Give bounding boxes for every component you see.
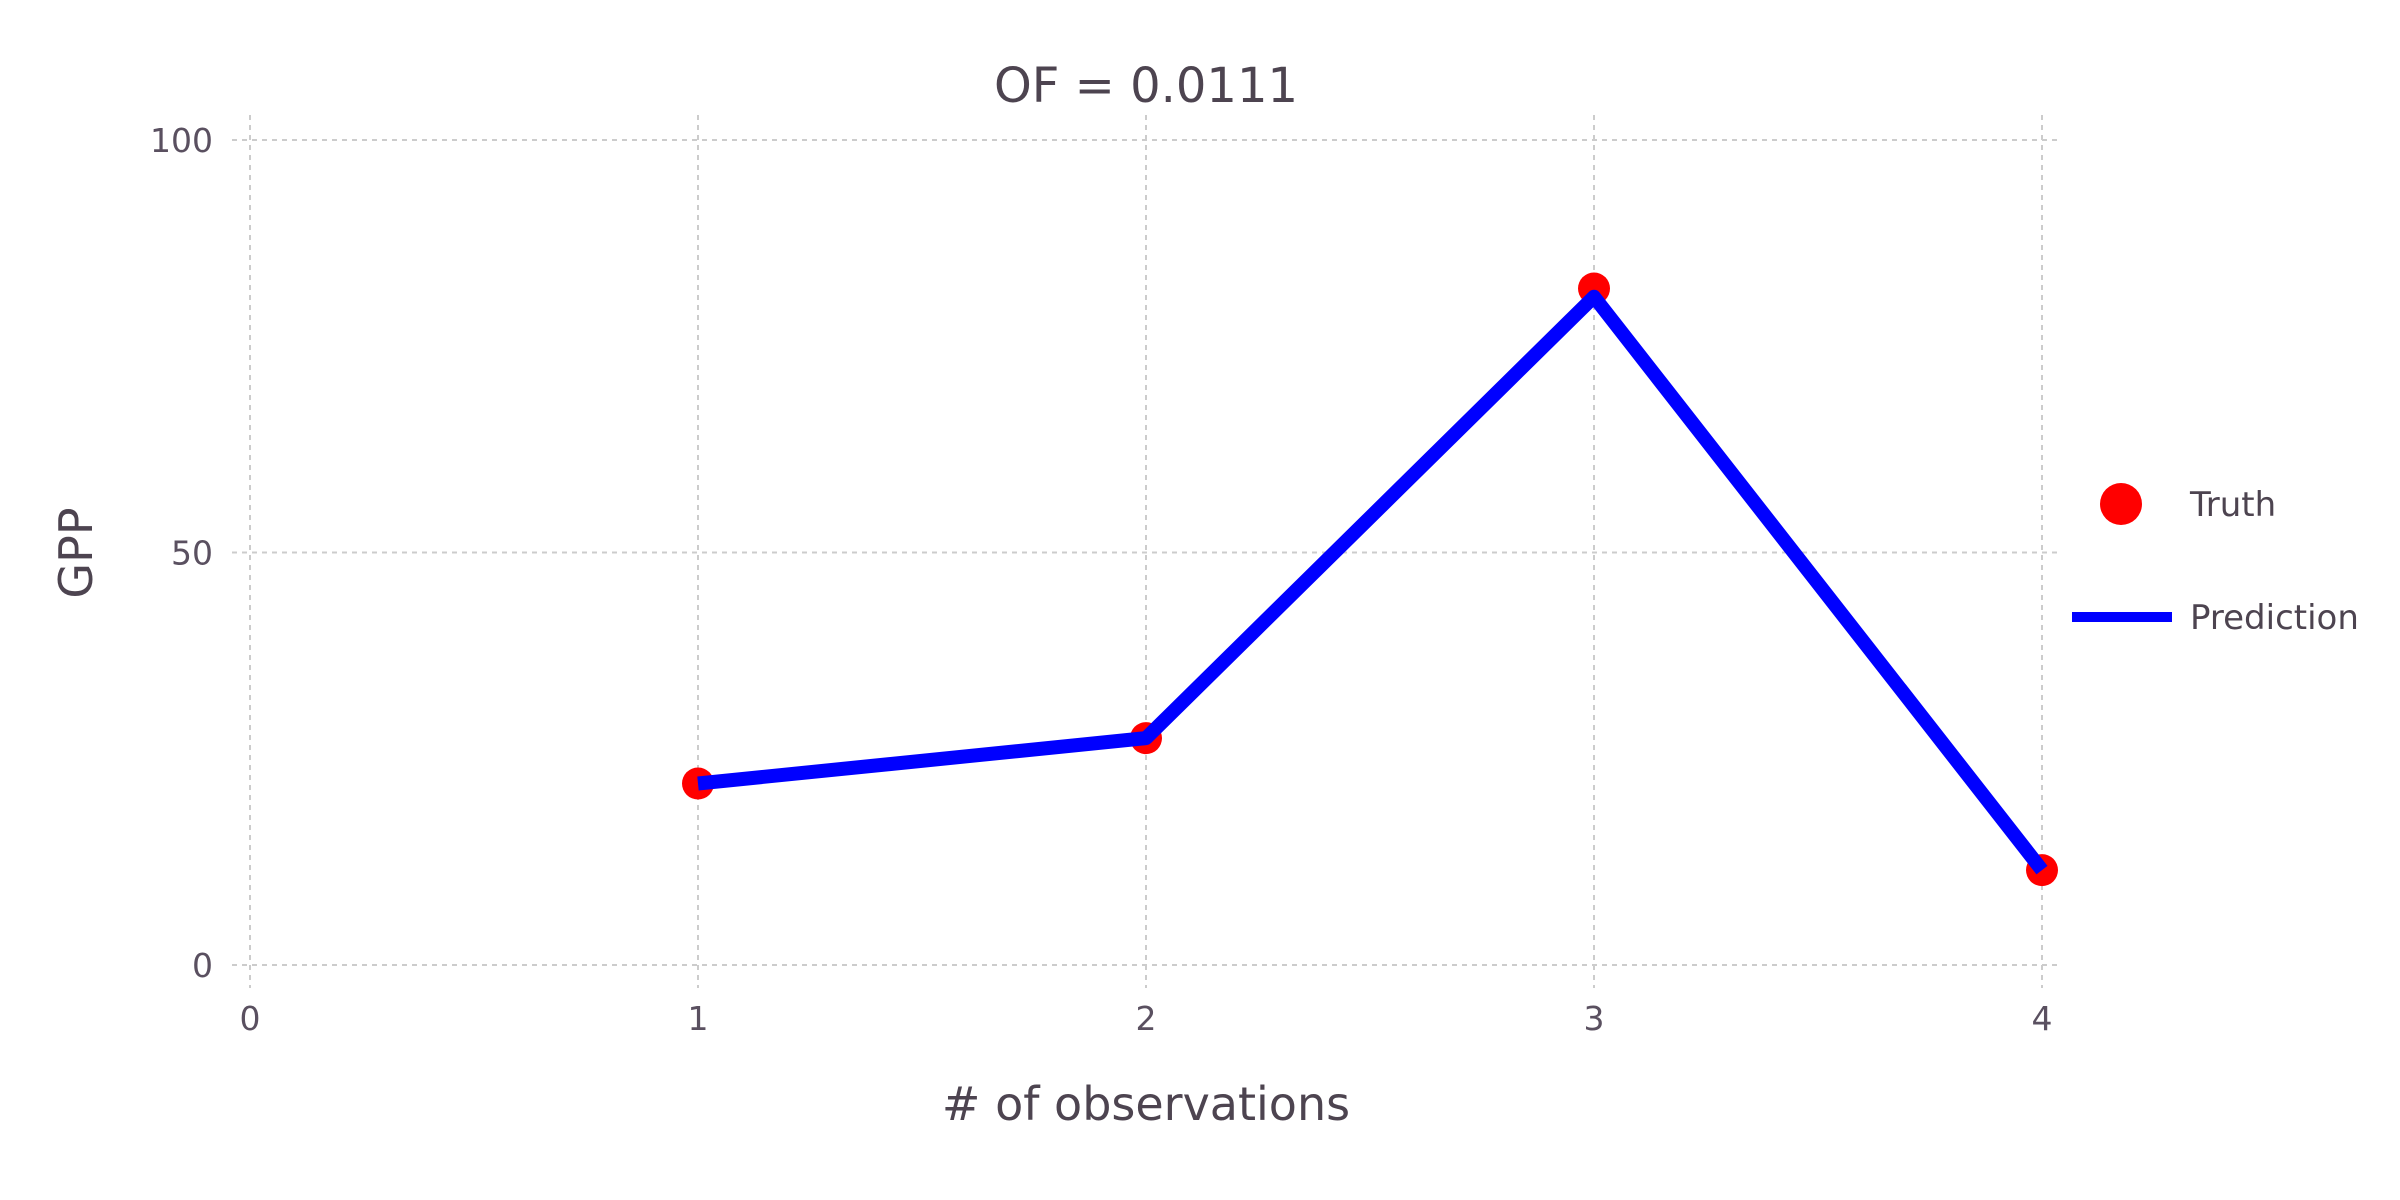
y-tick-label-1: 50	[171, 534, 213, 573]
legend-truth-marker	[2100, 483, 2142, 525]
x-tick-label-2: 2	[1136, 999, 1157, 1038]
legend: Truth Prediction	[2072, 483, 2359, 638]
x-tick-label-4: 4	[2032, 999, 2053, 1038]
x-tick-label-0: 0	[240, 999, 261, 1038]
x-tick-label-1: 1	[688, 999, 709, 1038]
series-layer	[682, 272, 2058, 887]
x-tick-labels: 0 1 2 3 4	[240, 999, 2053, 1038]
chart-title: OF = 0.0111	[994, 58, 1298, 114]
legend-prediction-label: Prediction	[2190, 598, 2359, 638]
y-tick-label-0: 0	[192, 946, 213, 985]
x-axis-title: # of observations	[942, 1077, 1350, 1131]
y-tick-labels: 0 50 100	[150, 121, 213, 985]
legend-truth-label: Truth	[2189, 485, 2276, 525]
y-tick-label-2: 100	[150, 121, 213, 160]
y-axis-title: GPP	[49, 507, 103, 598]
x-tick-label-3: 3	[1584, 999, 1605, 1038]
prediction-line	[697, 289, 2048, 875]
y-gridlines	[232, 139, 2062, 966]
